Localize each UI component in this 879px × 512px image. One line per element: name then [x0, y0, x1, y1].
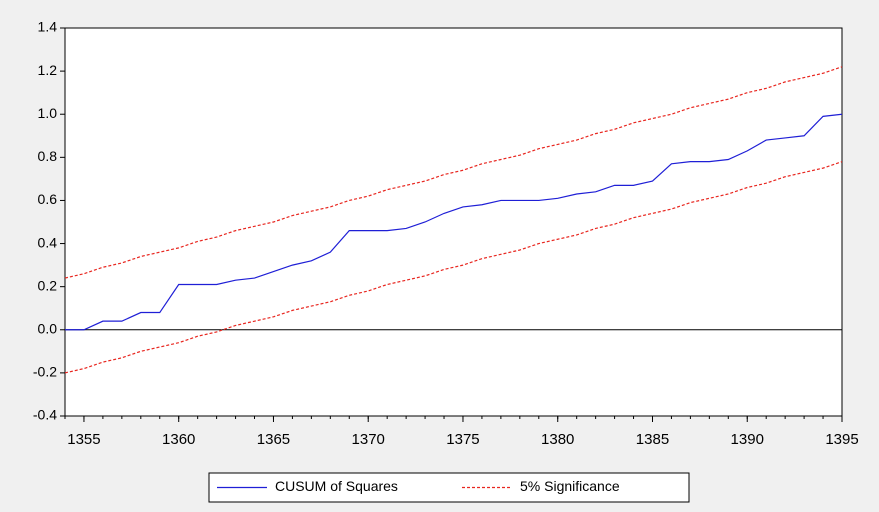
y-tick-label: 0.4	[38, 234, 58, 250]
x-tick-label: 1360	[162, 431, 195, 448]
legend-label: 5% Significance	[520, 478, 620, 494]
y-tick-label: 1.4	[38, 19, 58, 35]
y-tick-label: -0.4	[33, 407, 57, 423]
y-tick-label: 0.0	[38, 320, 58, 336]
x-tick-label: 1370	[352, 431, 385, 448]
y-tick-label: 0.2	[38, 277, 58, 293]
x-tick-label: 1385	[636, 431, 669, 448]
y-tick-label: -0.2	[33, 364, 57, 380]
legend-box	[208, 472, 690, 503]
x-tick-label: 1380	[541, 431, 574, 448]
y-tick-label: 1.2	[38, 62, 58, 78]
series-line	[65, 113, 843, 331]
y-tick-label: 1.0	[38, 105, 58, 121]
x-tick-label: 1390	[731, 431, 764, 448]
y-tick-label: 0.6	[38, 191, 58, 207]
x-tick-label: 1395	[825, 431, 858, 448]
plot-area	[64, 27, 843, 417]
legend-label: CUSUM of Squares	[275, 478, 398, 494]
series-line	[64, 161, 843, 374]
x-tick-label: 1355	[67, 431, 100, 448]
x-tick-label: 1375	[446, 431, 479, 448]
series-line	[64, 66, 843, 279]
x-tick-label: 1365	[257, 431, 290, 448]
y-tick-label: 0.8	[38, 148, 58, 164]
